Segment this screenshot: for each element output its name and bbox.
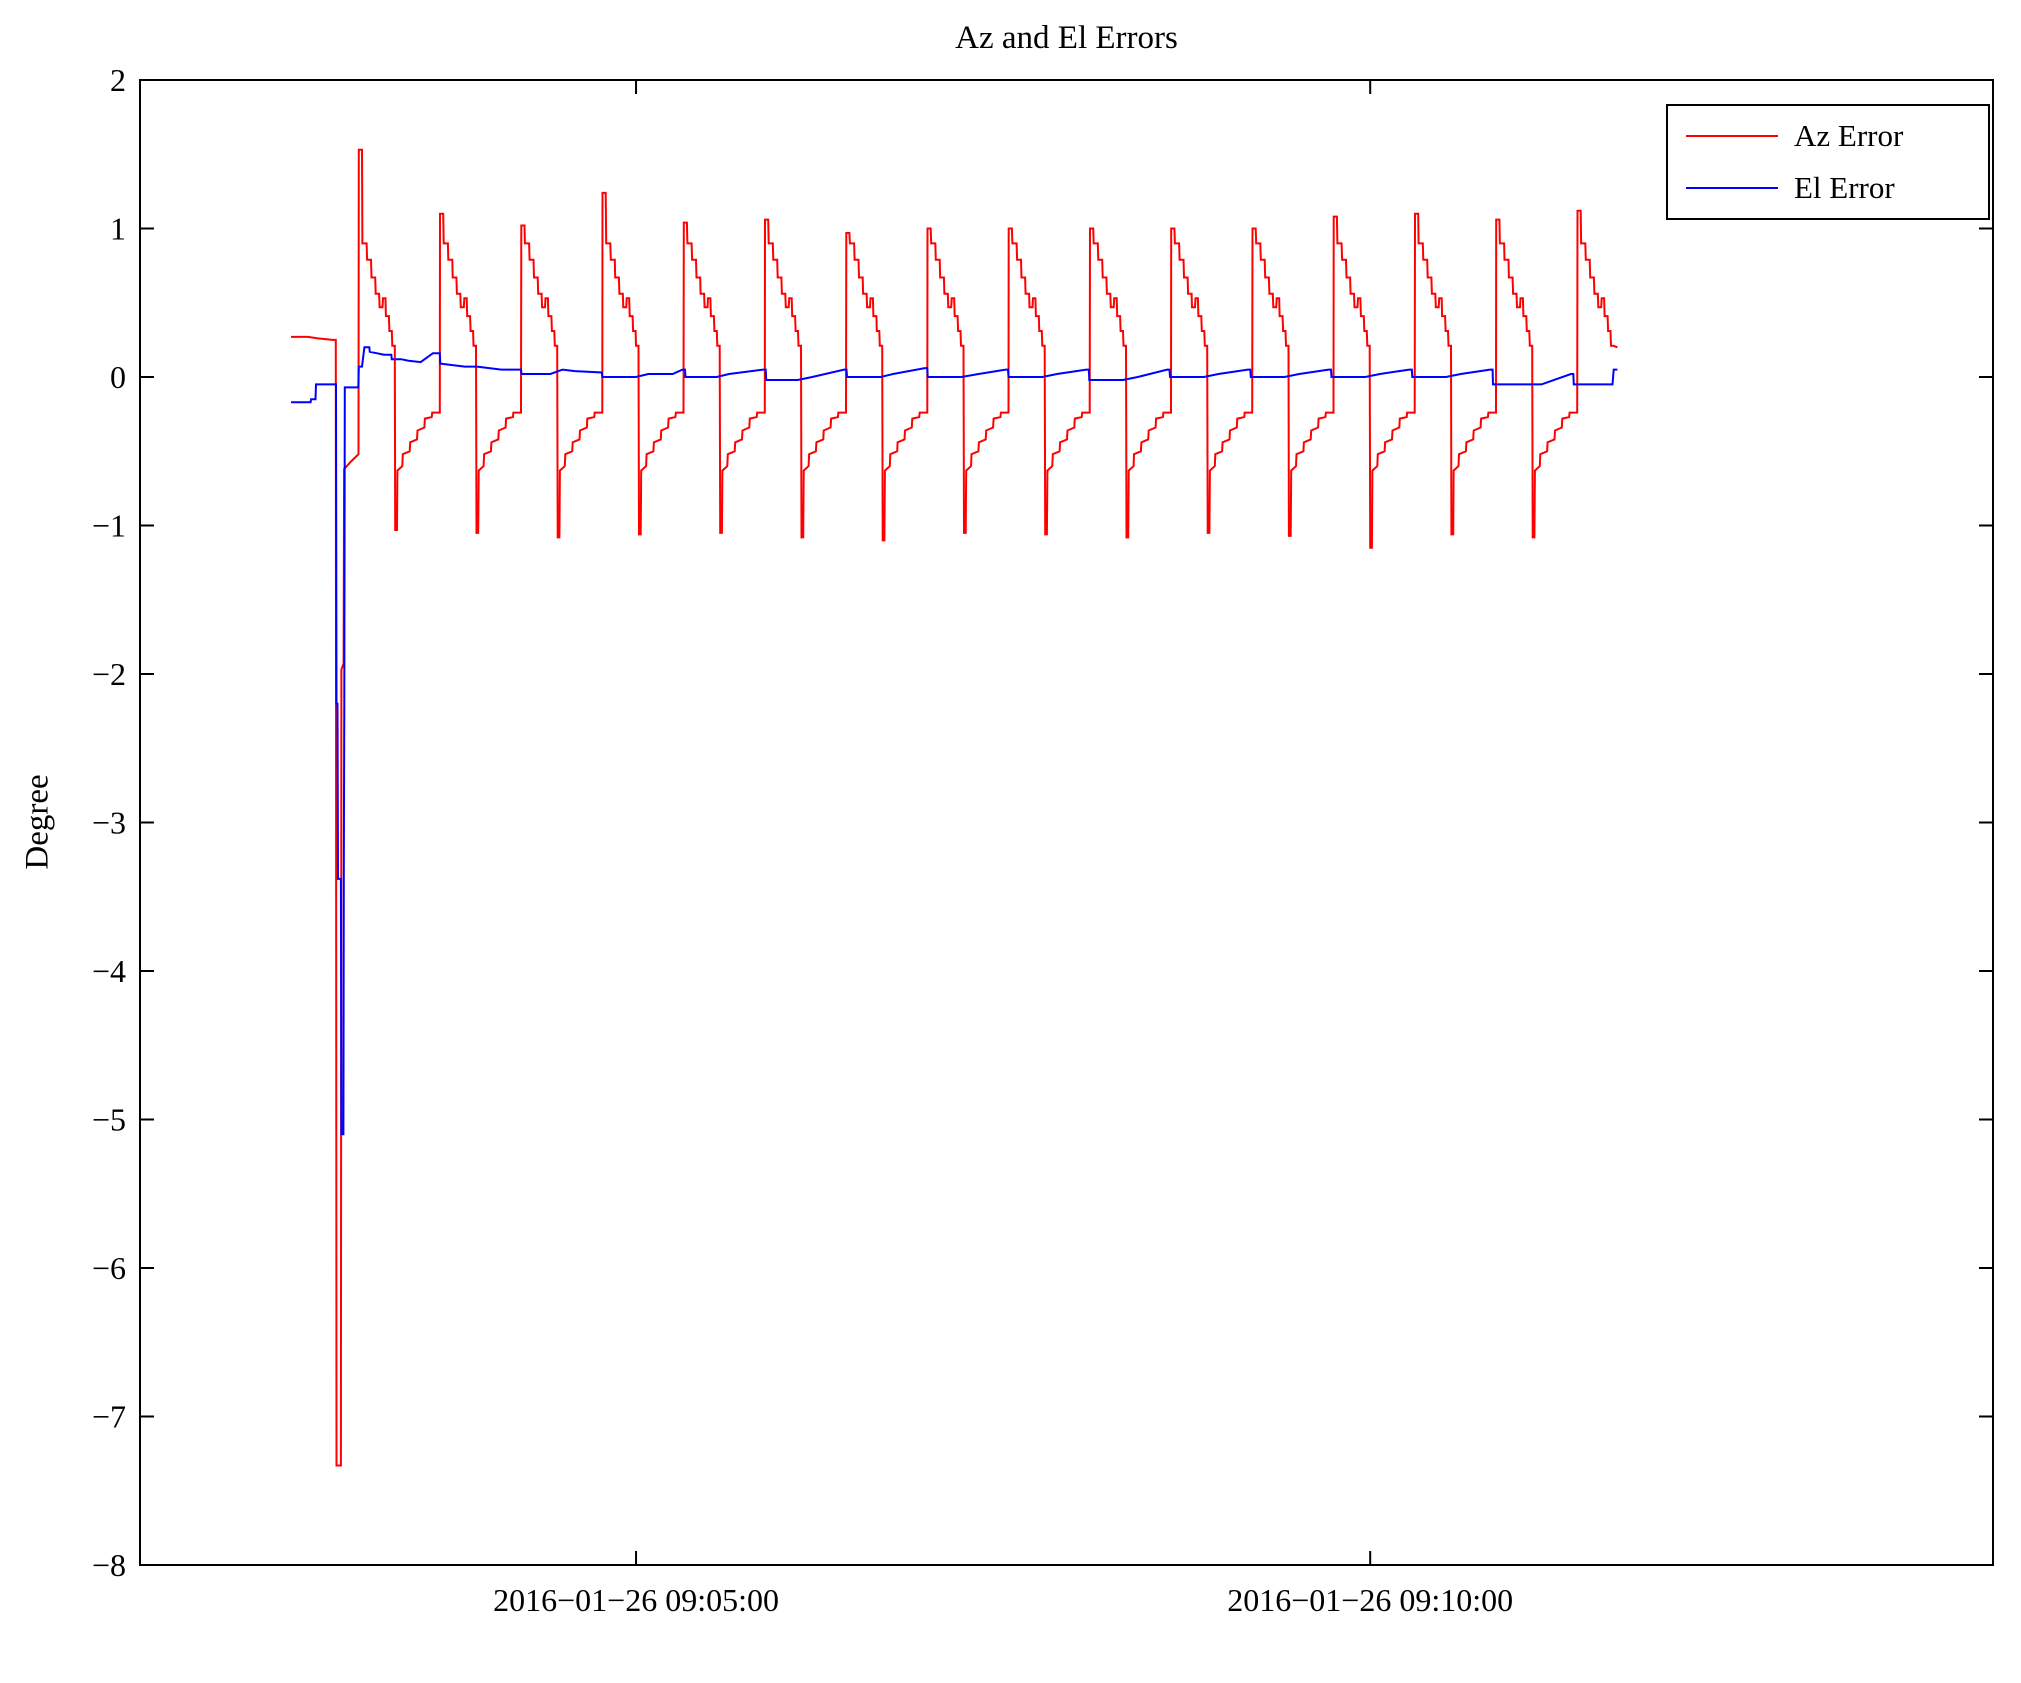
y-tick-label: 0 — [110, 359, 126, 395]
y-tick-label: 1 — [110, 210, 126, 246]
y-tick-label: −1 — [92, 507, 126, 543]
x-tick-label: 2016−01−26 09:05:00 — [493, 1582, 779, 1618]
y-tick-label: −4 — [92, 953, 126, 989]
y-tick-label: −5 — [92, 1101, 126, 1137]
el-error-line-sample — [1686, 187, 1778, 189]
y-tick-label: 2 — [110, 62, 126, 98]
legend: Az Error El Error — [1666, 104, 1990, 220]
y-tick-label: −6 — [92, 1250, 126, 1286]
x-tick-label: 2016−01−26 09:10:00 — [1227, 1582, 1513, 1618]
el-error-line — [291, 346, 1618, 1136]
az-error-line-sample — [1686, 135, 1778, 137]
az-error-line — [291, 148, 1618, 1467]
y-tick-label: −3 — [92, 804, 126, 840]
axes-box — [139, 79, 1994, 1566]
legend-label-el-error: El Error — [1794, 170, 1895, 205]
y-tick-label: −7 — [92, 1398, 126, 1434]
legend-label-az-error: Az Error — [1794, 118, 1904, 153]
y-tick-label: −2 — [92, 656, 126, 692]
chart-title: Az and El Errors — [955, 20, 1178, 56]
y-tick-label: −8 — [92, 1547, 126, 1583]
legend-item-az-error: Az Error — [1668, 118, 1988, 154]
legend-item-el-error: El Error — [1668, 170, 1988, 206]
